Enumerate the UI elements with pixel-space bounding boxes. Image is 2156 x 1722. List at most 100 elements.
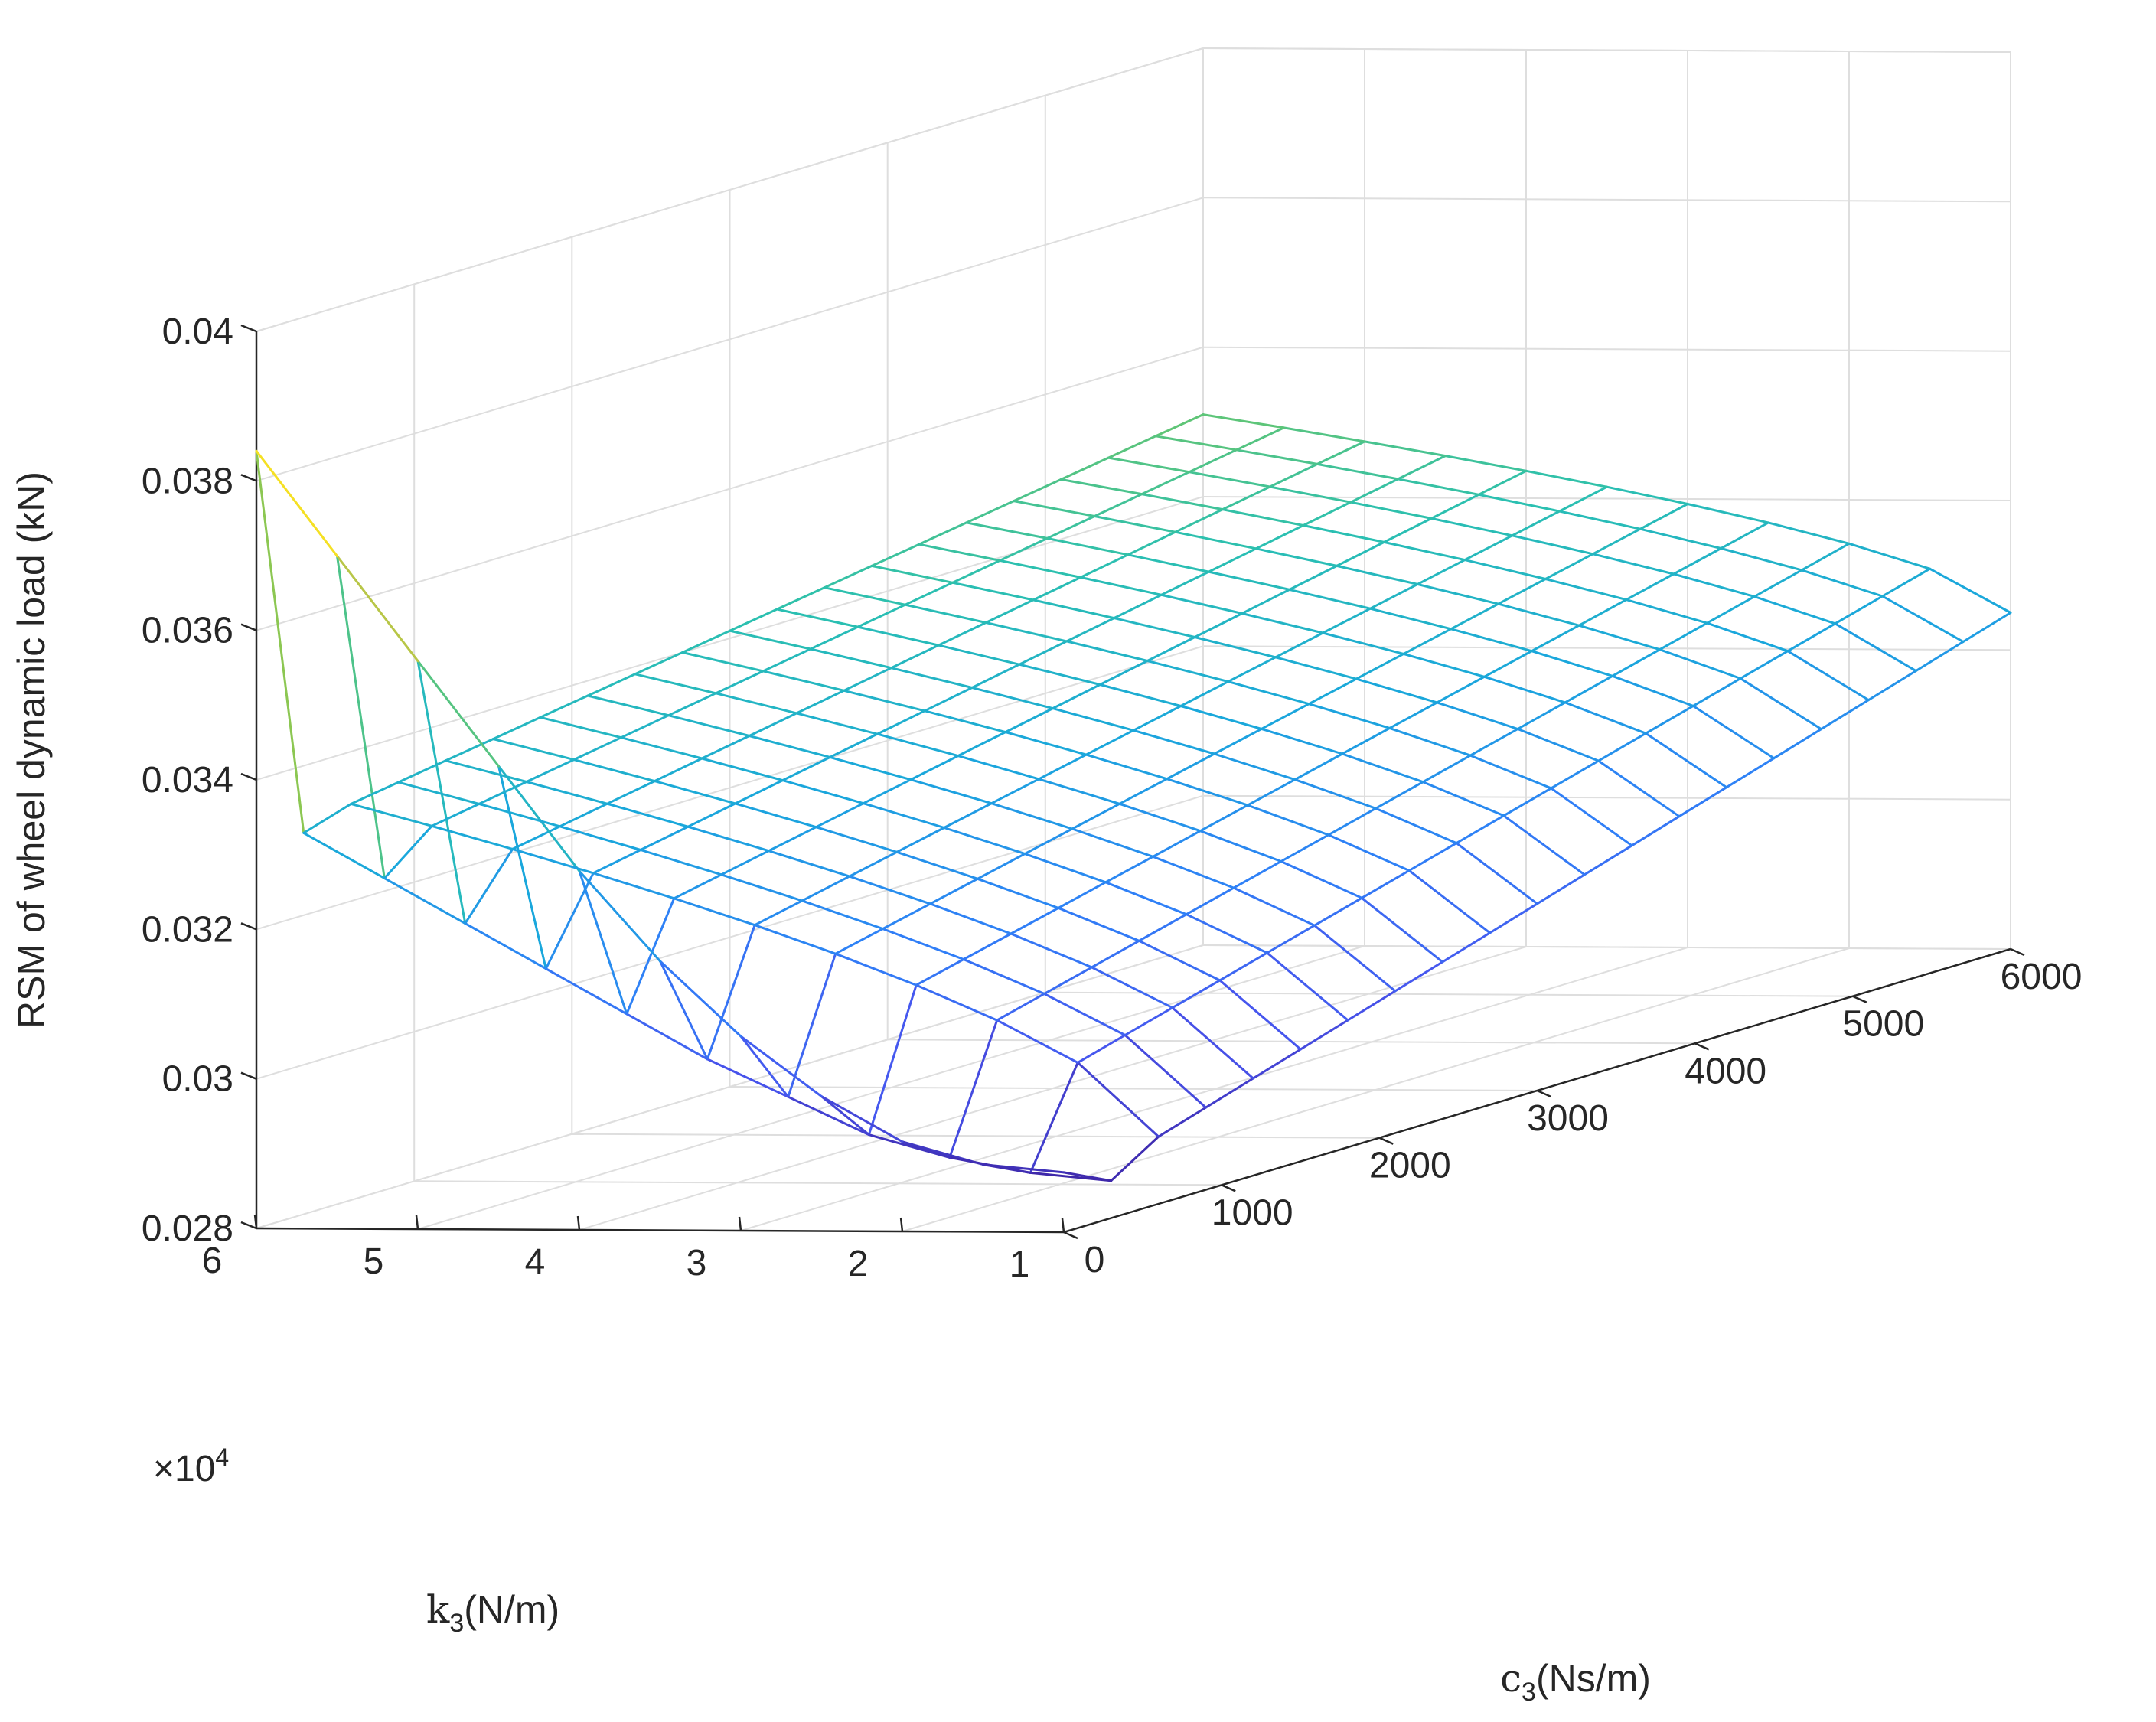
mesh-line-c-const — [729, 629, 812, 651]
mesh-line-c-const — [1076, 1061, 1160, 1138]
mesh-line-k-const — [1124, 1006, 1174, 1036]
mesh-line-c-const — [1188, 471, 1271, 488]
mesh-line-k-const — [1382, 517, 1433, 543]
mesh-line-k-const — [915, 958, 965, 987]
mesh-line-c-const — [1767, 521, 1851, 545]
mesh-line-c-const — [539, 716, 623, 739]
mesh-line-k-const — [1018, 640, 1068, 666]
tick-labels: 0 1000 2000 3000 4000 5000 6000 1 2 3 4 5 60.028 0.03… — [142, 311, 2083, 1285]
mesh-line-k-const — [862, 778, 912, 805]
mesh-line-k-const — [1241, 588, 1291, 615]
mesh-line-c-const — [586, 694, 670, 717]
mesh-line-k-const — [1455, 814, 1505, 845]
mesh-line-k-const — [1079, 553, 1130, 579]
mesh-line-k-const — [1611, 648, 1662, 677]
mesh-line-k-const — [1394, 960, 1444, 993]
mesh-line-k-const — [464, 847, 514, 925]
mesh-line-c-const — [820, 1095, 904, 1143]
mesh-line-k-const — [890, 644, 940, 670]
mesh-line-k-const — [416, 660, 467, 925]
mesh-line-k-const — [1185, 886, 1235, 916]
mesh-line-c-const — [904, 603, 987, 624]
mesh-line-k-const — [1037, 753, 1088, 781]
mesh-line-c-const — [1644, 732, 1728, 789]
mesh-line-c-const — [928, 902, 1013, 935]
mesh-line-k-const — [1251, 1048, 1302, 1080]
mesh-line-c-const — [734, 802, 817, 829]
mesh-line-k-const — [1502, 787, 1553, 817]
mesh-line-k-const — [895, 827, 946, 853]
mesh-line-k-const — [1174, 508, 1224, 533]
mesh-line-c-const — [1477, 493, 1561, 513]
mesh-line-k-const — [1705, 595, 1756, 625]
mesh-line-k-const — [1881, 567, 1931, 598]
mesh-line-c-const — [1065, 640, 1149, 662]
mesh-line-c-const — [1327, 833, 1411, 872]
mesh-line-c-const — [1057, 906, 1140, 942]
mesh-line-k-const — [1550, 759, 1600, 790]
mesh-line-k-const — [592, 849, 642, 875]
mesh-line-k-const — [948, 1019, 999, 1159]
mesh-line-k-const — [1013, 478, 1062, 503]
mesh-line-k-const — [923, 687, 974, 713]
mesh-line-c-const — [1691, 704, 1776, 760]
mesh-line-c-const — [1786, 650, 1870, 702]
mesh-line-k-const — [1132, 705, 1182, 732]
x-axis-label-unit: (Ns/m) — [1536, 1657, 1651, 1700]
mesh-line-c-const — [625, 1013, 709, 1061]
mesh-line-k-const — [1179, 680, 1230, 707]
mesh-line-k-const — [748, 712, 798, 737]
y-axis-exponent-power: 4 — [215, 1443, 229, 1471]
mesh-line-k-const — [444, 738, 494, 762]
mesh-line-k-const — [1313, 896, 1363, 927]
mesh-line-c-const — [1032, 598, 1116, 620]
mesh-line-k-const — [634, 651, 684, 676]
mesh-line-c-const — [572, 758, 656, 783]
mesh-line-c-const — [1834, 622, 1917, 673]
mesh-line-c-const — [862, 802, 946, 829]
mesh-line-c-const — [1193, 636, 1277, 659]
mesh-line-k-const — [1052, 683, 1101, 710]
mesh-line-c-const — [762, 670, 846, 692]
y-tick-label: 2 — [848, 1244, 869, 1284]
mesh-line-k-const — [1057, 881, 1107, 909]
mesh-line-k-const — [1625, 572, 1675, 602]
z-tick-label: 0.032 — [142, 909, 233, 950]
mesh-line-c-const — [653, 780, 737, 805]
y-tick-mark — [576, 1215, 581, 1231]
mesh-line-k-const — [714, 670, 765, 695]
x-tick-label: 2000 — [1369, 1146, 1451, 1186]
mesh-line-k-const — [673, 873, 722, 900]
mesh-line-k-const — [876, 709, 926, 735]
mesh-line-k-const — [1010, 906, 1060, 935]
mesh-line-k-const — [1045, 515, 1096, 540]
mesh-line-c-const — [1107, 456, 1191, 474]
mesh-line-c-const — [1266, 951, 1349, 1022]
mesh-line-k-const — [700, 735, 751, 760]
mesh-line-c-const — [1455, 842, 1538, 905]
mesh-line-c-const — [918, 543, 1001, 562]
axes-grid — [256, 47, 2011, 1233]
mesh-line-c-const — [464, 922, 547, 970]
mesh-line-c-const — [416, 660, 500, 768]
mesh-line-k-const — [1402, 628, 1453, 655]
mesh-line-k-const — [1157, 1106, 1207, 1138]
mesh-line-c-const — [302, 831, 386, 879]
mesh-line-k-const — [1274, 631, 1324, 659]
mesh-line-c-const — [1079, 576, 1163, 596]
mesh-line-c-const — [687, 825, 770, 853]
mesh-line-c-const — [781, 779, 865, 805]
z-tick-label: 0.04 — [162, 311, 233, 352]
mesh-line-k-const — [681, 629, 731, 654]
mesh-line-k-const — [1800, 542, 1851, 572]
mesh-line-k-const — [996, 993, 1045, 1022]
mesh-line-k-const — [823, 564, 873, 589]
z-tick-mark — [240, 772, 257, 781]
mesh-line-k-const — [984, 598, 1035, 624]
mesh-line-c-const — [753, 924, 837, 955]
mesh-line-c-const — [1085, 753, 1169, 781]
x-tick-mark — [1063, 1231, 1078, 1240]
surface-mesh — [255, 413, 2012, 1182]
mesh-line-k-const — [809, 625, 859, 651]
mesh-line-k-const — [1397, 455, 1447, 481]
